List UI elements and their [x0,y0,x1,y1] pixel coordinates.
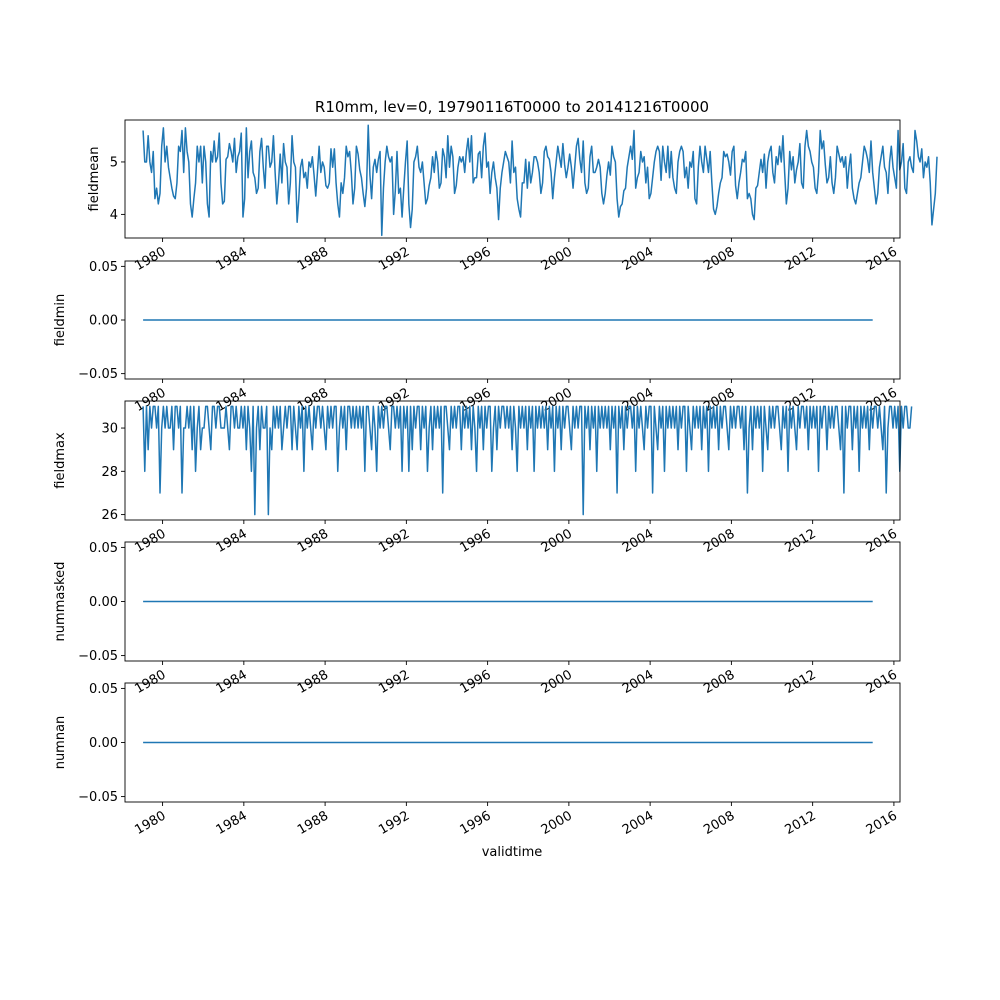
y-tick-label: −0.05 [78,649,118,664]
y-tick-label: 4 [110,208,118,223]
y-tick-label: 0.00 [89,736,118,751]
y-tick-label: 28 [101,465,118,480]
chart-title: R10mm, lev=0, 19790116T0000 to 20141216T… [315,98,709,116]
y-tick-label: 0.05 [89,682,118,697]
y-axis-label: nummasked [53,562,68,642]
series-line-fieldmean [142,124,938,237]
y-tick-label: −0.05 [78,367,118,382]
y-tick-label: 0.00 [89,314,118,329]
axes-frame [124,400,901,521]
y-tick-label: 26 [101,508,118,523]
y-tick-label: 0.00 [89,595,118,610]
y-axis-label: numnan [53,716,68,770]
y-axis-label: fieldmin [53,294,68,347]
y-tick-label: 0.05 [89,260,118,275]
y-tick-label: 5 [110,155,118,170]
y-axis-label: fieldmax [53,432,68,489]
y-tick-label: 0.05 [89,541,118,556]
x-axis-label: validtime [482,845,543,860]
y-tick-label: −0.05 [78,790,118,805]
axes-frame [124,119,901,239]
y-tick-label: 30 [101,422,118,437]
series-line-fieldmax [142,405,913,516]
y-axis-label: fieldmean [87,147,102,212]
